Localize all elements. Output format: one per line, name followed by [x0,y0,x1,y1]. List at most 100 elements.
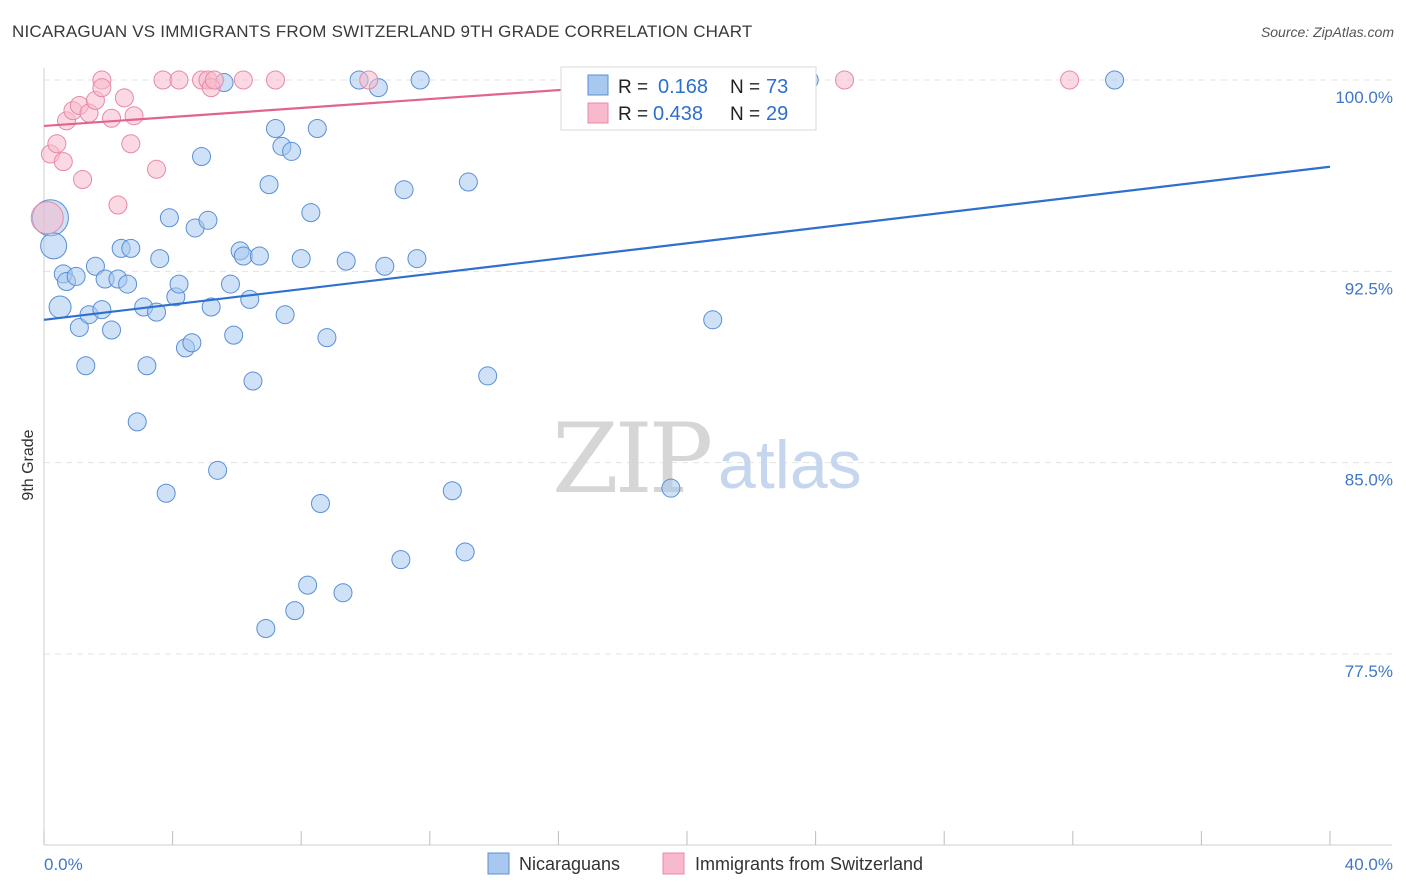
point-pink-16 [124,106,144,126]
point-pink-28 [1060,70,1080,90]
point-pink-24 [233,70,253,90]
series-switzerland [30,70,1080,235]
point-blue-30 [198,210,218,230]
point-blue-21 [150,249,170,269]
point-blue-55 [336,251,356,271]
point-pink-23 [204,70,224,90]
point-blue-7 [76,356,96,376]
point-blue-5 [66,266,86,286]
tick-labels: 100.0% 92.5% 85.0% 77.5% 0.0% 40.0% [44,88,1393,874]
point-blue-59 [391,550,411,570]
watermark-atlas: atlas [718,427,862,503]
point-blue-63 [442,481,462,501]
stats-n-value-1: 73 [766,76,788,98]
stats-r-label-2: R = [618,104,648,125]
point-pink-18 [153,70,173,90]
point-blue-9 [85,256,105,276]
series-nicaraguans [31,70,1125,638]
point-blue-66 [478,366,498,386]
point-blue-42 [259,175,279,195]
point-blue-23 [159,208,179,228]
source-label: Source: ZipAtlas.com [1260,24,1394,40]
point-blue-46 [282,141,302,161]
stats-swatch-blue [587,74,609,96]
point-blue-48 [291,249,311,269]
point-pink-14 [114,88,134,108]
y-axis-title: 9th Grade [20,429,37,500]
point-pink-27 [835,70,855,90]
legend-label-switzerland: Immigrants from Switzerland [695,854,923,874]
point-blue-69 [703,310,723,330]
point-blue-34 [220,274,240,294]
point-blue-52 [310,493,330,513]
point-blue-15 [118,274,138,294]
point-blue-40 [249,246,269,266]
point-blue-17 [127,412,147,432]
point-blue-22 [156,483,176,503]
point-blue-43 [265,118,285,138]
legend-swatch-switzerland [662,852,685,875]
point-blue-41 [256,618,276,638]
point-pink-15 [121,134,141,154]
legend-swatch-nicaraguans [487,852,510,875]
point-blue-25 [169,274,189,294]
watermark: ZIP atlas [552,403,862,515]
point-blue-39 [243,371,263,391]
stats-legend: R = 0.168 N = 73 R = 0.438 N = 29 [560,66,817,131]
point-pink-26 [359,70,379,90]
point-blue-58 [375,256,395,276]
chart-title: NICARAGUAN VS IMMIGRANTS FROM SWITZERLAN… [12,22,753,41]
point-blue-19 [137,356,157,376]
point-blue-10 [92,300,112,320]
y-tick-label-2: 85.0% [1345,471,1393,490]
point-pink-2 [47,134,67,154]
point-blue-32 [208,460,228,480]
point-blue-16 [121,238,141,258]
x-tick-label-1: 40.0% [1345,855,1393,874]
axes [43,68,1392,846]
point-pink-7 [73,169,93,189]
point-blue-29 [192,147,212,167]
point-blue-35 [224,325,244,345]
point-blue-61 [407,249,427,269]
trend-line-blue [43,165,1331,321]
point-pink-25 [265,70,285,90]
point-blue-62 [410,70,430,90]
point-blue-49 [298,575,318,595]
point-blue-60 [394,180,414,200]
point-pink-13 [108,195,128,215]
watermark-zip: ZIP [552,403,711,515]
bottom-legend: Nicaraguans Immigrants from Switzerland [487,852,923,875]
point-pink-3 [53,152,73,172]
point-blue-6 [69,317,89,337]
point-blue-45 [275,305,295,325]
stats-swatch-pink [587,102,609,124]
y-tick-label-3: 77.5% [1345,662,1393,681]
stats-n-label-1: N = [730,77,760,98]
y-tick-label-1: 92.5% [1345,279,1393,298]
point-blue-72 [1105,70,1125,90]
stats-r-label-1: R = [618,77,648,98]
point-blue-51 [307,118,327,138]
y-tick-label-0: 100.0% [1335,88,1393,107]
point-blue-1 [40,232,68,260]
point-pink-12 [102,108,122,128]
point-pink-0 [30,201,64,235]
point-blue-47 [285,601,305,621]
point-blue-68 [661,478,681,498]
stats-r-value-1: 0.168 [658,76,708,98]
point-pink-11 [92,78,112,98]
x-tick-label-0: 0.0% [44,855,83,874]
point-pink-19 [169,70,189,90]
stats-r-value-2: 0.438 [653,103,703,125]
point-blue-64 [455,542,475,562]
point-blue-53 [317,328,337,348]
point-blue-37 [233,246,253,266]
stats-n-value-2: 29 [766,103,788,125]
point-blue-31 [201,297,221,317]
point-blue-2 [48,295,72,319]
point-blue-65 [458,172,478,192]
point-blue-38 [240,289,260,309]
point-blue-27 [182,333,202,353]
